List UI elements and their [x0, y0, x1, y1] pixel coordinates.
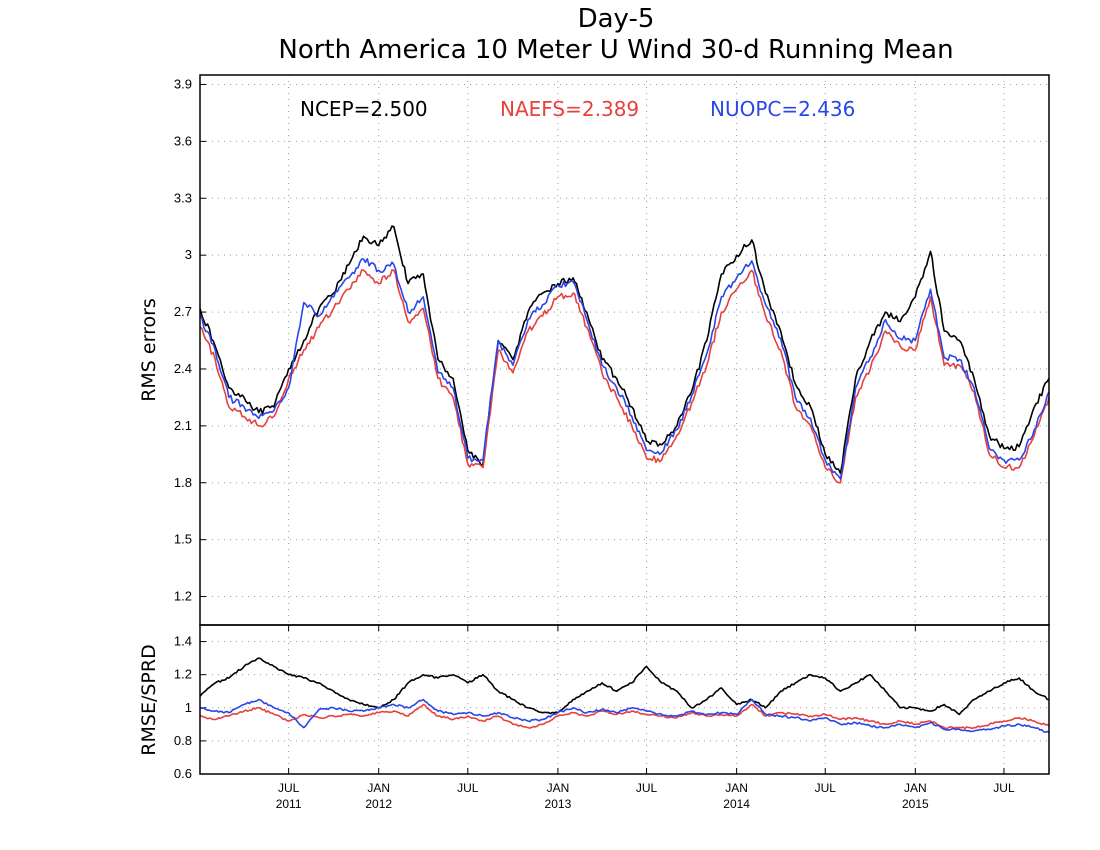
x-tick-label: JAN	[367, 781, 390, 795]
top-y-tick-label: 2.1	[174, 418, 192, 433]
x-tick-year: 2014	[723, 797, 750, 811]
x-tick-label: JAN	[904, 781, 927, 795]
legend-entry-naefs: NAEFS=2.389	[500, 97, 639, 121]
top-panel: 1.2 1.5 1.8 2.1 2.4 2.7 3 3.3 3.6 3.9 NCEP=2.500 …	[138, 74, 1050, 626]
x-tick-year: 2013	[545, 797, 572, 811]
legend-entry-nuopc: NUOPC=2.436	[710, 97, 855, 121]
bottom-series-naefs	[199, 703, 1050, 730]
chart-subtitle: North America 10 Meter U Wind 30-d Runni…	[278, 35, 953, 65]
top-series-nuopc	[199, 258, 1050, 480]
top-series-naefs	[199, 269, 1050, 484]
top-y-axis-label: RMS errors	[138, 298, 160, 402]
bottom-y-tick-label: 1.4	[174, 634, 192, 649]
x-tick-label: JUL	[278, 781, 300, 795]
top-y-tick-label: 1.2	[174, 589, 192, 604]
x-tick-year: 2011	[276, 797, 302, 811]
x-tick-label: JAN	[547, 781, 570, 795]
x-axis: JUL 2011 JAN 2012 JUL JAN 2013 JUL JAN 2014 JUL JAN…	[276, 625, 1015, 811]
bottom-panel: 0.60.811.21.4 RMSE/SPRD JUL2011JAN2012JU…	[138, 624, 1050, 811]
top-y-tick-label: 1.8	[174, 475, 192, 490]
bottom-gridlines	[200, 625, 1049, 775]
bottom-series-ncep	[199, 657, 1050, 716]
top-y-tick-label: 3	[185, 247, 192, 262]
x-tick-year: 2015	[902, 797, 929, 811]
bottom-y-tick-label: 0.8	[174, 733, 192, 748]
bottom-y-tick-label: 1	[185, 700, 192, 715]
top-y-tick-label: 2.7	[174, 304, 192, 319]
chart-title: Day-5	[578, 4, 655, 34]
top-y-tick-label: 3.6	[174, 133, 192, 148]
x-tick-label: JUL	[815, 781, 837, 795]
bottom-series-nuopc	[199, 698, 1050, 734]
top-series	[199, 225, 1050, 484]
top-plot-frame	[199, 74, 1050, 626]
top-series-ncep	[199, 225, 1050, 475]
x-tick-year: 2012	[365, 797, 392, 811]
x-tick-label: JAN	[725, 781, 748, 795]
bottom-plot-frame	[199, 624, 1050, 775]
top-gridlines	[200, 75, 1049, 625]
x-tick-label: JUL	[457, 781, 479, 795]
bottom-y-axis: 0.6 0.8 1 1.2 1.4	[174, 634, 206, 781]
top-y-tick-label: 3.3	[174, 190, 192, 205]
x-tick-label: JUL	[636, 781, 658, 795]
legend-entry-ncep: NCEP=2.500	[300, 97, 428, 121]
bottom-y-axis-label: RMSE/SPRD	[138, 644, 160, 755]
x-tick-label: JUL	[993, 781, 1015, 795]
top-y-axis: 1.2 1.5 1.8 2.1 2.4 2.7 3 3.3 3.6 3.9	[174, 76, 206, 604]
bottom-y-tick-label: 1.2	[174, 667, 192, 682]
bottom-series	[199, 657, 1050, 734]
top-y-tick-label: 3.9	[174, 76, 192, 91]
top-y-tick-label: 1.5	[174, 532, 192, 547]
legend: NCEP=2.500 NAEFS=2.389 NUOPC=2.436	[300, 97, 855, 121]
bottom-y-tick-label: 0.6	[174, 766, 192, 781]
top-y-tick-label: 2.4	[174, 361, 192, 376]
